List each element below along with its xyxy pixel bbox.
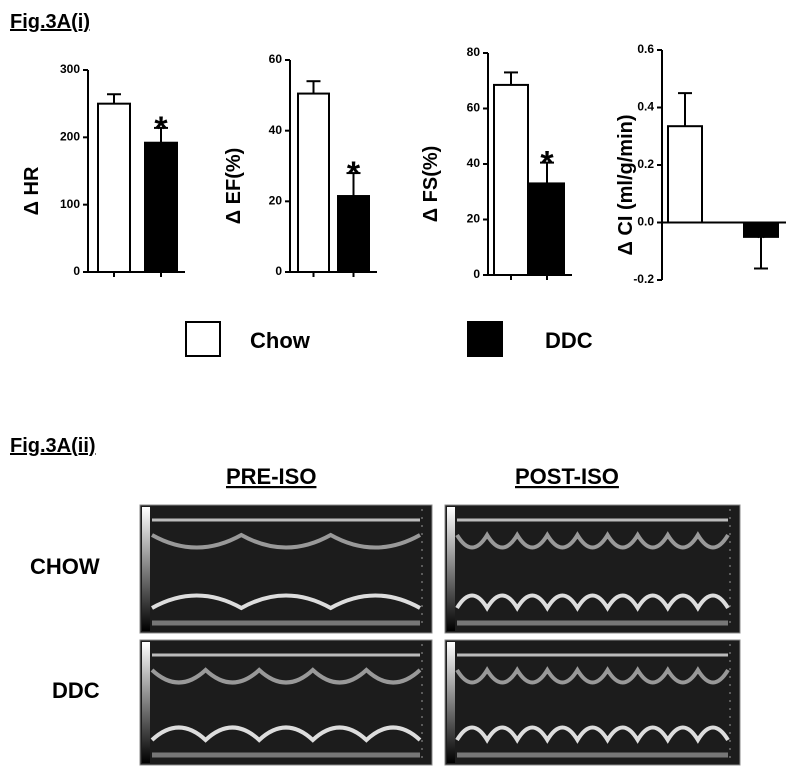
bar: [743, 221, 779, 238]
panel-label: Fig.3A(ii): [10, 435, 96, 457]
legend-swatch: [467, 321, 503, 357]
legend-label: Chow: [250, 328, 311, 353]
y-tick-label: 0: [473, 267, 480, 281]
bar: [337, 195, 370, 274]
y-axis-label: Δ CI (ml/g/min): [615, 114, 637, 255]
echo-frame: [444, 639, 741, 766]
significance-marker: *: [754, 219, 768, 257]
y-tick-label: 200: [60, 130, 80, 144]
column-label: POST-ISO: [515, 464, 619, 489]
y-tick-label: 0: [275, 264, 282, 278]
significance-marker: *: [540, 145, 554, 183]
bar: [529, 182, 565, 276]
echo-scale: [142, 507, 150, 631]
row-label: DDC: [52, 678, 100, 703]
echo-scale: [447, 507, 455, 631]
echo-trace: [150, 725, 422, 743]
y-tick-label: 0.2: [637, 157, 654, 171]
echo-trace: [455, 725, 730, 744]
echo-frame: [139, 639, 433, 766]
panel-label: Fig.3A(i): [10, 11, 90, 33]
y-tick-label: 20: [269, 194, 283, 208]
bar: [297, 92, 330, 273]
y-tick-label: 40: [467, 156, 481, 170]
y-tick-label: 80: [467, 45, 481, 59]
echo-trace: [150, 667, 422, 685]
bar: [493, 83, 529, 276]
y-tick-label: 60: [467, 101, 481, 115]
y-tick-label: 0.4: [637, 100, 654, 114]
column-label: PRE-ISO: [226, 464, 316, 489]
echo-frame: [444, 504, 741, 634]
y-tick-label: 20: [467, 212, 481, 226]
y-axis-label: Δ EF(%): [223, 148, 245, 225]
y-tick-label: 0.6: [637, 42, 654, 56]
y-tick-label: 100: [60, 197, 80, 211]
echo-trace: [455, 593, 730, 612]
echo-scale: [447, 642, 455, 763]
legend-label: DDC: [545, 328, 593, 353]
significance-marker: *: [347, 155, 361, 193]
echo-trace: [455, 531, 730, 550]
y-tick-label: -0.2: [633, 272, 654, 286]
bar: [97, 102, 131, 273]
bar: [144, 141, 178, 273]
y-tick-label: 0: [73, 264, 80, 278]
y-tick-label: 40: [269, 123, 283, 137]
echo-trace: [151, 593, 421, 611]
y-axis-label: Δ HR: [21, 166, 43, 215]
y-tick-label: 60: [269, 52, 283, 66]
echo-trace: [151, 532, 421, 550]
y-tick-label: 0.0: [637, 215, 654, 229]
bar: [667, 125, 703, 224]
y-tick-label: 300: [60, 62, 80, 76]
echo-scale: [142, 642, 150, 763]
legend-swatch: [185, 321, 221, 357]
echo-frame: [139, 504, 433, 634]
y-axis-label: Δ FS(%): [420, 146, 442, 223]
significance-marker: *: [154, 110, 168, 148]
row-label: CHOW: [30, 554, 100, 579]
echo-trace: [455, 666, 730, 685]
